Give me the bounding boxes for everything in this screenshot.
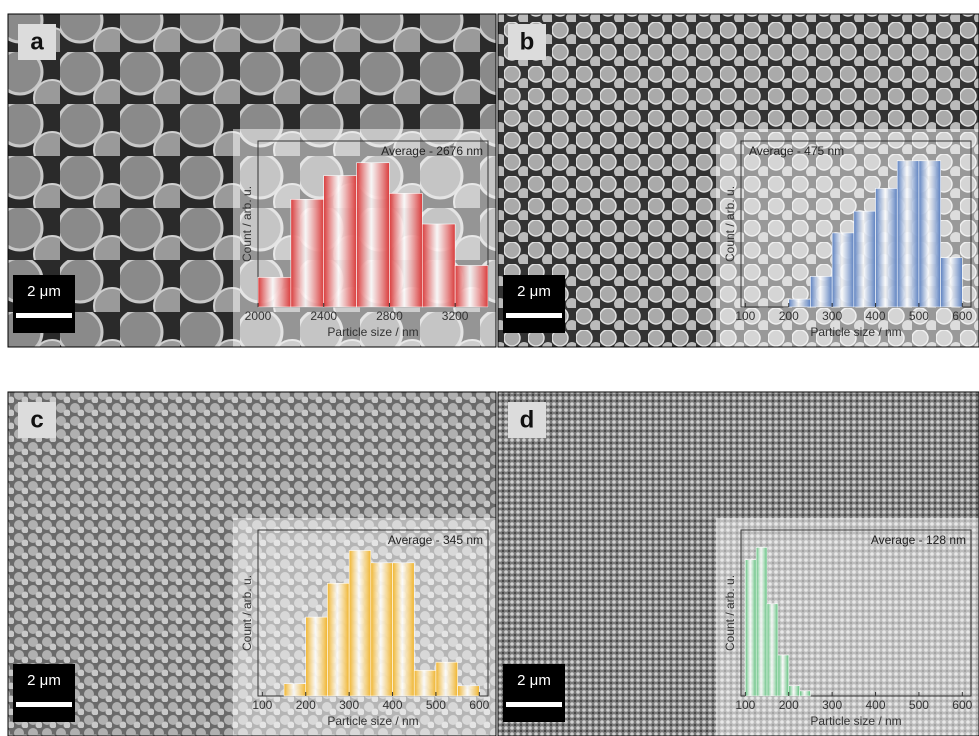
x-tick-label: 200 bbox=[779, 309, 799, 323]
histogram-bar bbox=[810, 276, 833, 308]
histogram-bar bbox=[788, 685, 800, 697]
x-tick-label: 400 bbox=[866, 309, 886, 323]
panel-border bbox=[7, 13, 497, 348]
x-tick-label: 500 bbox=[909, 698, 929, 712]
panel-label: c bbox=[30, 406, 43, 433]
x-tick-label: 100 bbox=[735, 698, 755, 712]
x-tick-label: 200 bbox=[296, 698, 316, 712]
y-axis-label: Count / arb. u. bbox=[723, 186, 737, 262]
x-tick-label: 400 bbox=[383, 698, 403, 712]
panel-label: a bbox=[30, 28, 44, 55]
x-axis-label: Particle size / nm bbox=[810, 714, 901, 728]
panel-label-box bbox=[508, 24, 546, 60]
histogram-bar bbox=[435, 661, 458, 697]
scale-bar-box bbox=[503, 275, 565, 333]
histogram-bar bbox=[348, 550, 372, 697]
histogram-bar bbox=[283, 683, 307, 697]
histogram-bar bbox=[389, 193, 423, 308]
scale-bar-label: 2 μm bbox=[27, 672, 61, 689]
histogram-bar bbox=[421, 223, 456, 308]
panel: d 2 μm 100 200 300 400 500 600 Average - 128 nm P… bbox=[498, 392, 979, 736]
histogram-bar bbox=[457, 685, 480, 697]
scale-bar bbox=[16, 313, 72, 318]
x-tick-label: 2800 bbox=[376, 309, 403, 323]
histogram-bar bbox=[799, 690, 811, 697]
x-tick-label: 2000 bbox=[245, 309, 272, 323]
panel: a 2 μm 2000 2400 2800 3200 Average - 2676 nm Pa… bbox=[8, 14, 496, 347]
scale-bar-box bbox=[503, 664, 565, 722]
histogram-bar bbox=[290, 198, 325, 308]
scale-bar bbox=[506, 702, 562, 707]
histogram-bar bbox=[755, 547, 768, 697]
x-tick-label: 500 bbox=[426, 698, 446, 712]
average-annotation: Average - 128 nm bbox=[871, 533, 966, 547]
histogram-bar bbox=[896, 160, 920, 308]
average-annotation: Average - 345 nm bbox=[388, 533, 483, 547]
x-tick-label: 2400 bbox=[310, 309, 337, 323]
average-annotation: Average - 2676 nm bbox=[381, 144, 483, 158]
x-tick-label: 500 bbox=[909, 309, 929, 323]
panel-label-box bbox=[18, 24, 56, 60]
histogram-bar bbox=[788, 298, 811, 308]
histogram-bar bbox=[940, 257, 963, 308]
scale-bar-label: 2 μm bbox=[517, 283, 551, 300]
y-axis-label: Count / arb. u. bbox=[723, 575, 737, 651]
histogram-bar bbox=[875, 188, 898, 308]
x-tick-label: 200 bbox=[779, 698, 799, 712]
scale-bar bbox=[16, 702, 72, 707]
histogram-bar bbox=[777, 654, 790, 697]
histogram-bar bbox=[745, 559, 757, 697]
x-axis-label: Particle size / nm bbox=[327, 714, 418, 728]
histogram-bar bbox=[370, 562, 393, 697]
x-tick-label: 3200 bbox=[442, 309, 469, 323]
y-axis-label: Count / arb. u. bbox=[240, 186, 254, 262]
scale-bar-label: 2 μm bbox=[27, 283, 61, 300]
histogram-bar bbox=[257, 277, 292, 308]
histogram-bar bbox=[413, 670, 437, 697]
x-tick-label: 300 bbox=[822, 698, 842, 712]
histogram-bar bbox=[327, 582, 350, 697]
average-annotation: Average - 475 nm bbox=[749, 144, 844, 158]
histogram-bar bbox=[918, 160, 941, 308]
histogram-bar bbox=[305, 616, 328, 697]
x-tick-label: 100 bbox=[735, 309, 755, 323]
panel: b 2 μm 100 200 300 400 500 600 Average - 475 nm P… bbox=[498, 14, 979, 347]
histogram-bar bbox=[392, 562, 415, 697]
x-tick-label: 400 bbox=[866, 698, 886, 712]
panel-border bbox=[497, 13, 979, 348]
panel-label-box bbox=[508, 402, 546, 438]
histogram-bar bbox=[454, 265, 489, 308]
y-axis-label: Count / arb. u. bbox=[240, 575, 254, 651]
histogram-bar bbox=[323, 175, 357, 308]
x-tick-label: 100 bbox=[252, 698, 272, 712]
x-axis-label: Particle size / nm bbox=[810, 325, 901, 339]
panel-border bbox=[497, 391, 979, 736]
histogram-bar bbox=[831, 232, 855, 308]
histogram-bar bbox=[766, 603, 779, 697]
panel: c 2 μm 100 200 300 400 500 600 Average - 345 nm P… bbox=[8, 392, 496, 736]
x-tick-label: 600 bbox=[952, 698, 972, 712]
x-tick-label: 600 bbox=[952, 309, 972, 323]
panel-border bbox=[7, 391, 497, 736]
panel-label: b bbox=[520, 28, 535, 55]
scale-bar-label: 2 μm bbox=[517, 672, 551, 689]
scale-bar bbox=[506, 313, 562, 318]
scale-bar-box bbox=[13, 664, 75, 722]
x-axis-label: Particle size / nm bbox=[327, 325, 418, 339]
x-tick-label: 300 bbox=[822, 309, 842, 323]
panel-label: d bbox=[520, 406, 535, 433]
x-tick-label: 300 bbox=[339, 698, 359, 712]
panel-label-box bbox=[18, 402, 56, 438]
scale-bar-box bbox=[13, 275, 75, 333]
histogram-bar bbox=[356, 162, 390, 308]
histogram-bar bbox=[853, 210, 876, 308]
plot-frame bbox=[740, 529, 972, 697]
x-tick-label: 600 bbox=[469, 698, 489, 712]
